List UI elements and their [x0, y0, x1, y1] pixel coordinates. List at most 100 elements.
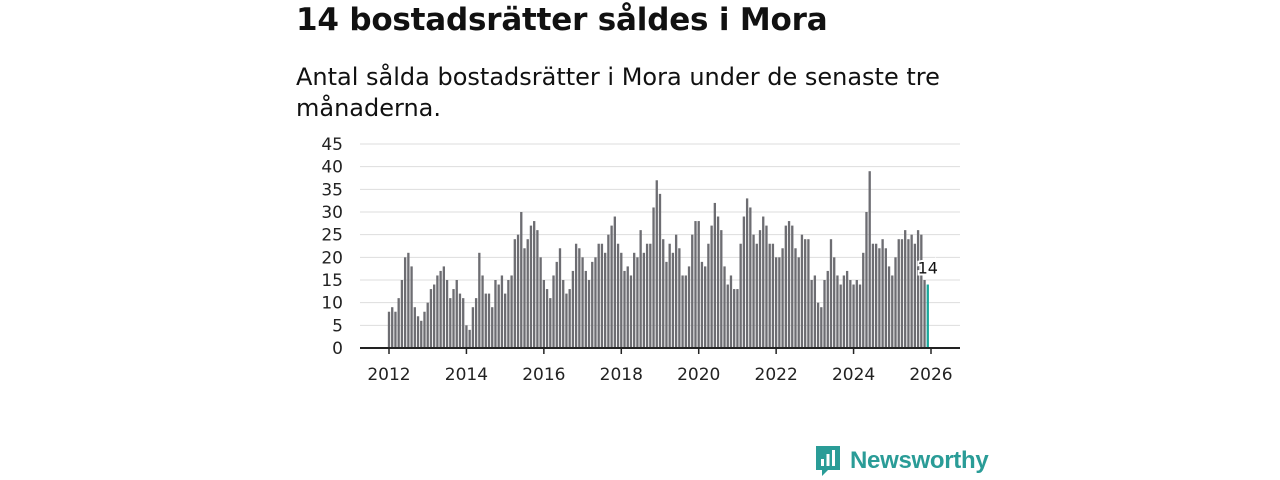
- bar: [668, 243, 671, 348]
- bar: [491, 307, 494, 348]
- bar: [671, 252, 675, 348]
- bar: [610, 225, 613, 348]
- bar: [510, 275, 513, 348]
- y-tick-label: 30: [321, 203, 343, 223]
- bar: [858, 284, 862, 348]
- bar: [558, 248, 562, 348]
- bar: [694, 221, 697, 348]
- bar: [813, 275, 817, 348]
- bar: [681, 275, 684, 348]
- x-tick-label: 2012: [367, 365, 410, 385]
- bar: [591, 261, 594, 348]
- bar: [626, 266, 629, 348]
- bar: [678, 248, 681, 348]
- bar: [458, 293, 462, 348]
- bar: [855, 280, 858, 348]
- bar: [774, 257, 778, 348]
- bar: [445, 280, 449, 348]
- bar: [700, 261, 704, 348]
- x-tick-label: 2018: [600, 365, 643, 385]
- bar: [665, 261, 668, 348]
- bar: [810, 280, 813, 348]
- bar: [674, 234, 678, 348]
- bar: [755, 243, 758, 348]
- bar: [423, 311, 426, 348]
- bar: [468, 329, 471, 348]
- bar: [704, 266, 707, 348]
- x-tick-label: 2016: [522, 365, 565, 385]
- bar: [568, 289, 571, 348]
- bar: [500, 275, 504, 348]
- y-tick-label: 45: [321, 135, 343, 155]
- bar: [781, 248, 784, 348]
- bar: [629, 275, 633, 348]
- bar: [584, 270, 587, 348]
- bar: [726, 284, 729, 348]
- bar: [429, 289, 433, 348]
- bar: [416, 316, 420, 348]
- bar: [733, 289, 736, 348]
- bar: [865, 212, 868, 348]
- bar: [471, 307, 475, 348]
- bar: [403, 257, 407, 348]
- bar: [887, 266, 891, 348]
- bar: [920, 234, 923, 348]
- bar: [623, 270, 626, 348]
- bar: [555, 261, 558, 348]
- bar: [729, 275, 733, 348]
- bar: [823, 280, 826, 348]
- bar: [742, 216, 746, 348]
- bar: [745, 198, 749, 348]
- bar: [662, 239, 665, 348]
- bar: [794, 248, 797, 348]
- bar: [807, 239, 810, 348]
- x-tick-label: 2020: [677, 365, 720, 385]
- bar: [523, 248, 526, 348]
- bar: [739, 243, 742, 348]
- bar: [849, 280, 852, 348]
- bar: [910, 234, 913, 348]
- bar: [513, 239, 516, 348]
- bar: [478, 252, 481, 348]
- chart-title: 14 bostadsrätter såldes i Mora: [296, 2, 828, 38]
- bar: [642, 252, 646, 348]
- bar: [842, 275, 846, 348]
- bar: [839, 284, 842, 348]
- bar: [804, 239, 807, 348]
- bar: [923, 280, 926, 348]
- bar: [820, 307, 823, 348]
- bar: [397, 298, 400, 348]
- bar: [655, 180, 658, 348]
- bar: [904, 230, 907, 348]
- bar: [562, 280, 565, 348]
- chart-subtitle: Antal sålda bostadsrätter i Mora under d…: [296, 63, 940, 122]
- bar: [713, 202, 716, 348]
- bar: [868, 171, 871, 348]
- bar: [526, 239, 529, 348]
- bar: [829, 239, 833, 348]
- bar: [765, 225, 768, 348]
- bar: [481, 275, 484, 348]
- bar: [878, 248, 881, 348]
- bar: [520, 212, 523, 348]
- bar: [597, 243, 600, 348]
- bar: [410, 266, 413, 348]
- bar: [633, 252, 636, 348]
- bar: [578, 248, 581, 348]
- bar: [552, 275, 555, 348]
- bar: [881, 239, 884, 348]
- bar: [826, 270, 829, 348]
- bar: [784, 225, 787, 348]
- bar: [549, 298, 552, 348]
- y-tick-label: 5: [332, 316, 343, 336]
- bar: [587, 280, 591, 348]
- bar: [884, 248, 887, 348]
- bar: [616, 243, 620, 348]
- bar: [907, 239, 910, 348]
- bar: [710, 225, 713, 348]
- bar: [768, 243, 771, 348]
- bar: [449, 298, 452, 348]
- bar: [413, 307, 416, 348]
- bar: [787, 221, 791, 348]
